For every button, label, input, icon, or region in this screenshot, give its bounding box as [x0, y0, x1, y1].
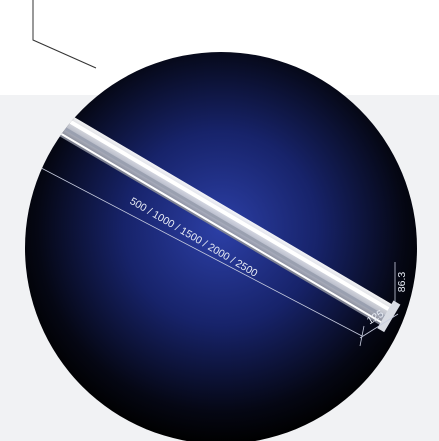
callout-line — [32, 0, 97, 69]
height-label: 86.3 — [396, 272, 408, 293]
extrusion — [25, 97, 401, 347]
